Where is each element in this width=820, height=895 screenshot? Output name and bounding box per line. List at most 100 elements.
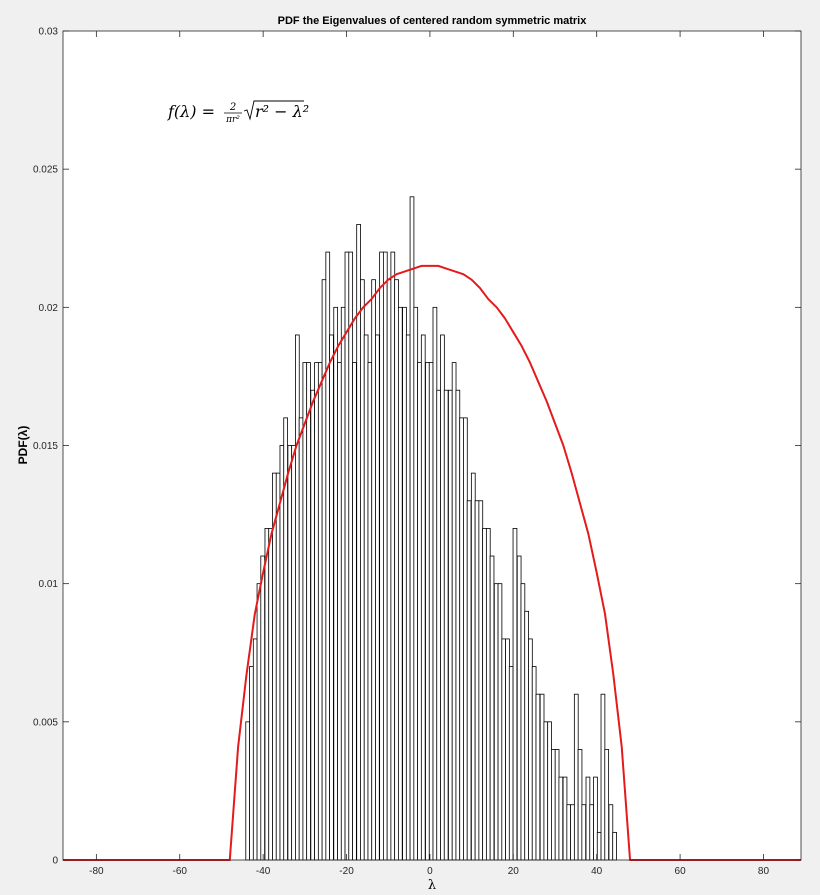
histogram-bar (348, 251, 354, 861)
histogram-bar (436, 389, 441, 861)
histogram-bar (245, 721, 251, 861)
histogram-bar (505, 638, 510, 861)
histogram-bar (409, 196, 415, 861)
histogram-bar (317, 362, 323, 861)
y-tick-label: 0.025 (33, 165, 58, 176)
histogram-bar (482, 528, 487, 861)
histogram-bar (608, 804, 614, 861)
histogram-bar (256, 583, 262, 861)
histogram-bar (562, 776, 568, 861)
chart-title: PDF the Eigenvalues of centered random s… (278, 15, 588, 27)
histogram-bar (531, 666, 537, 861)
histogram-bar (360, 279, 365, 861)
histogram-bar (337, 362, 342, 861)
histogram-bar (585, 776, 591, 861)
formula-annotation: f(λ) = 2 πr² r² − λ² (167, 100, 309, 125)
histogram-bar (405, 334, 411, 861)
histogram-bar (604, 749, 610, 861)
y-tick-label: 0.02 (39, 303, 59, 314)
histogram-bar (478, 500, 484, 861)
x-tick-label: -20 (339, 866, 354, 877)
histogram-bar (466, 500, 472, 861)
histogram-bars (245, 196, 617, 861)
histogram-bar (577, 749, 583, 861)
x-tick-label: 80 (758, 866, 770, 877)
histogram-bar (386, 279, 392, 861)
histogram-bar (310, 389, 316, 861)
histogram-bar (279, 445, 285, 861)
histogram-bar (493, 583, 499, 861)
x-tick-label: 60 (675, 866, 687, 877)
histogram-bar (264, 528, 270, 861)
x-tick-label: 0 (427, 866, 433, 877)
histogram-bar (570, 804, 575, 861)
y-tick-label: 0 (52, 856, 58, 867)
x-tick-label: 20 (508, 866, 520, 877)
histogram-bar (394, 279, 399, 861)
y-axis-ticks: 0 0.005 0.01 0.015 0.02 0.025 0.03 (33, 27, 801, 867)
histogram-bar (333, 306, 339, 861)
histogram-bar (524, 610, 529, 861)
histogram-bar (501, 638, 507, 861)
histogram-bar (413, 306, 419, 861)
histogram-bar (287, 445, 293, 861)
histogram-bar (440, 334, 445, 861)
y-tick-label: 0.005 (33, 717, 58, 728)
x-axis-label: λ (428, 878, 436, 893)
histogram-bar (344, 251, 350, 861)
x-tick-label: -80 (89, 866, 104, 877)
formula-radicand: r² − λ² (255, 102, 309, 121)
formula-denominator: πr² (225, 115, 240, 125)
histogram-bar (249, 666, 254, 861)
histogram-bar (516, 555, 522, 861)
histogram-bar (520, 583, 526, 861)
histogram-bar (566, 804, 572, 861)
histogram-bar (252, 638, 258, 861)
histogram-bar (508, 666, 514, 861)
histogram-bar (302, 362, 308, 861)
x-tick-label: 40 (591, 866, 603, 877)
histogram-bar (581, 804, 587, 861)
histogram-bar (325, 251, 331, 861)
histogram-bar (352, 362, 357, 861)
formula-radical-sign (243, 100, 304, 121)
histogram-bar (298, 417, 304, 861)
histogram-bar (321, 279, 327, 861)
histogram-bar (596, 831, 602, 861)
histogram-bar (600, 693, 606, 861)
histogram-bar (306, 362, 311, 861)
x-tick-label: -60 (173, 866, 188, 877)
histogram-bar (268, 528, 273, 861)
histogram-bar (497, 583, 503, 861)
histogram-bar (512, 528, 518, 861)
pdf-curve (63, 264, 801, 861)
histogram-bar (402, 306, 407, 861)
histogram-bar (551, 749, 556, 861)
histogram-bar (451, 362, 457, 861)
histogram-bar (291, 445, 296, 861)
y-tick-label: 0.01 (39, 579, 59, 590)
histogram-bar (539, 693, 545, 861)
histogram-bar (275, 472, 281, 861)
histogram-bar (379, 251, 384, 861)
histogram-bar (593, 776, 598, 861)
histogram-bar (558, 776, 564, 861)
histogram-bar (382, 251, 388, 861)
histogram-bar (420, 334, 426, 861)
histogram-bar (397, 306, 403, 861)
formula-numerator: 2 (229, 102, 236, 113)
histogram-bar (573, 693, 579, 861)
histogram-bar (260, 555, 266, 861)
histogram-bar (485, 528, 491, 861)
x-axis-ticks: -80 -60 -40 -20 0 20 40 60 80 (89, 31, 769, 877)
histogram-bar (375, 334, 380, 861)
y-tick-label: 0.015 (33, 441, 58, 452)
histogram-bar (455, 389, 461, 861)
histogram-bar (459, 417, 464, 861)
histogram-bar (528, 638, 533, 861)
histogram-bar (443, 389, 449, 861)
histogram-bar (428, 362, 434, 861)
histogram-bar (489, 555, 495, 861)
histogram-bar (314, 362, 319, 861)
